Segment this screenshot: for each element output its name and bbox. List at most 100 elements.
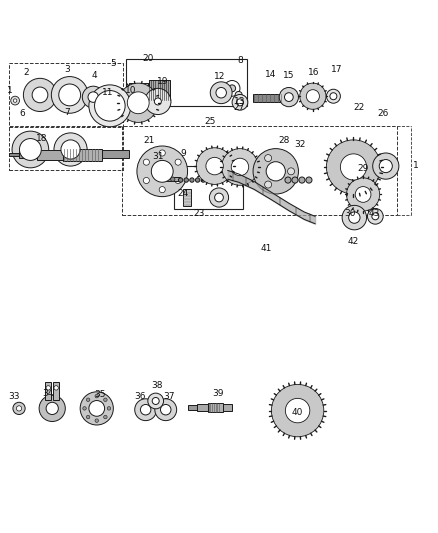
Circle shape bbox=[104, 415, 107, 419]
Circle shape bbox=[143, 159, 149, 165]
Circle shape bbox=[286, 398, 310, 423]
Circle shape bbox=[210, 82, 232, 103]
Circle shape bbox=[54, 386, 58, 390]
Bar bbox=[122, 126, 397, 215]
Circle shape bbox=[224, 80, 240, 96]
Circle shape bbox=[326, 140, 381, 194]
Circle shape bbox=[13, 402, 25, 415]
Circle shape bbox=[235, 92, 242, 99]
Text: 10: 10 bbox=[125, 86, 137, 95]
Circle shape bbox=[373, 153, 399, 179]
Text: 31: 31 bbox=[152, 152, 164, 161]
Circle shape bbox=[143, 177, 149, 183]
Bar bbox=[253, 94, 286, 102]
Bar bbox=[113, 88, 122, 105]
Circle shape bbox=[59, 84, 81, 106]
Circle shape bbox=[195, 178, 200, 182]
Circle shape bbox=[201, 178, 205, 182]
Bar bbox=[188, 405, 197, 410]
Circle shape bbox=[342, 205, 367, 230]
Circle shape bbox=[145, 88, 171, 115]
Circle shape bbox=[229, 85, 236, 92]
Text: 4: 4 bbox=[91, 71, 97, 80]
Bar bbox=[106, 90, 113, 103]
Text: 16: 16 bbox=[308, 68, 320, 77]
Circle shape bbox=[23, 78, 57, 111]
Text: 35: 35 bbox=[95, 390, 106, 399]
Circle shape bbox=[340, 154, 367, 180]
Circle shape bbox=[178, 178, 183, 182]
Text: 3: 3 bbox=[64, 64, 70, 74]
Circle shape bbox=[46, 386, 50, 390]
Text: 5: 5 bbox=[110, 59, 116, 68]
Circle shape bbox=[285, 93, 293, 101]
Circle shape bbox=[372, 213, 379, 220]
Bar bbox=[166, 177, 180, 181]
Text: 19: 19 bbox=[157, 77, 169, 86]
Text: 20: 20 bbox=[143, 54, 154, 63]
Circle shape bbox=[107, 407, 111, 410]
Circle shape bbox=[12, 131, 49, 168]
Circle shape bbox=[237, 99, 244, 106]
Text: 1: 1 bbox=[413, 161, 419, 171]
Circle shape bbox=[159, 187, 165, 193]
Text: 36: 36 bbox=[134, 392, 146, 401]
Bar bbox=[130, 87, 143, 93]
Circle shape bbox=[148, 393, 163, 409]
Text: 1: 1 bbox=[7, 86, 13, 95]
Circle shape bbox=[326, 89, 340, 103]
Circle shape bbox=[16, 406, 21, 411]
Circle shape bbox=[141, 405, 151, 415]
Text: 33: 33 bbox=[8, 392, 20, 400]
Text: 37: 37 bbox=[163, 392, 174, 401]
Circle shape bbox=[285, 177, 291, 183]
Circle shape bbox=[83, 407, 86, 410]
Text: 12: 12 bbox=[214, 72, 226, 81]
Text: 43: 43 bbox=[368, 209, 380, 219]
Bar bbox=[149, 79, 170, 100]
Circle shape bbox=[279, 87, 298, 107]
Circle shape bbox=[206, 157, 223, 175]
Circle shape bbox=[61, 140, 80, 159]
Text: 30: 30 bbox=[344, 208, 356, 217]
Circle shape bbox=[137, 146, 187, 197]
Bar bbox=[183, 189, 191, 206]
Bar bbox=[127, 59, 247, 106]
Circle shape bbox=[46, 402, 58, 415]
Circle shape bbox=[216, 87, 226, 98]
Circle shape bbox=[80, 392, 113, 425]
Circle shape bbox=[306, 177, 312, 183]
Bar bbox=[197, 404, 208, 411]
Circle shape bbox=[330, 93, 337, 100]
Text: 14: 14 bbox=[265, 70, 276, 79]
Bar bbox=[102, 150, 129, 158]
Circle shape bbox=[19, 139, 41, 160]
Circle shape bbox=[300, 83, 326, 109]
Circle shape bbox=[367, 208, 383, 224]
Bar bbox=[19, 151, 37, 158]
Text: 15: 15 bbox=[283, 71, 295, 79]
Text: 9: 9 bbox=[180, 149, 186, 158]
Text: 8: 8 bbox=[237, 56, 243, 65]
Circle shape bbox=[95, 91, 125, 121]
Bar bbox=[223, 405, 232, 410]
Text: 22: 22 bbox=[353, 102, 364, 111]
Circle shape bbox=[151, 160, 173, 182]
Bar bbox=[208, 403, 223, 413]
Circle shape bbox=[11, 96, 19, 105]
Circle shape bbox=[160, 405, 171, 415]
Circle shape bbox=[54, 133, 87, 166]
Circle shape bbox=[89, 400, 105, 416]
Text: 21: 21 bbox=[144, 136, 155, 145]
Circle shape bbox=[89, 85, 131, 127]
Text: 11: 11 bbox=[102, 88, 113, 97]
Text: 27: 27 bbox=[233, 102, 244, 111]
Text: 25: 25 bbox=[205, 117, 216, 126]
Circle shape bbox=[184, 178, 188, 182]
Circle shape bbox=[355, 187, 371, 203]
Text: 26: 26 bbox=[377, 109, 389, 118]
Circle shape bbox=[292, 177, 298, 183]
Text: 40: 40 bbox=[292, 408, 303, 417]
Circle shape bbox=[196, 148, 233, 184]
Circle shape bbox=[119, 83, 158, 123]
